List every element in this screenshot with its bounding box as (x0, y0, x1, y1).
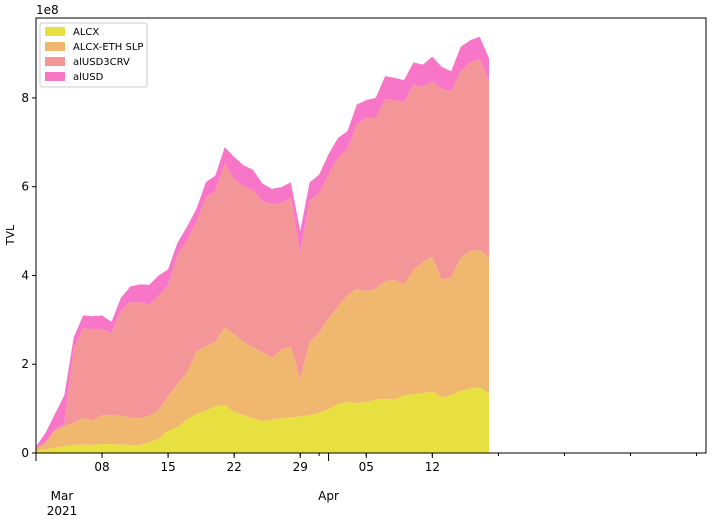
legend-frame (39, 22, 148, 88)
x-month-label: Apr (318, 489, 339, 503)
legend-swatch (45, 42, 65, 51)
area-alusd3crv (36, 58, 489, 449)
legend-swatch (45, 72, 65, 81)
x-year-label: 2021 (47, 504, 78, 518)
x-tick-label: 08 (94, 460, 109, 474)
legend-swatch (45, 57, 65, 66)
y-tick-label: 6 (21, 180, 29, 194)
area-series-group (36, 36, 489, 453)
y-scale-multiplier: 1e8 (36, 3, 59, 17)
y-tick-label: 2 (21, 357, 29, 371)
y-axis: 0 2 4 6 8 (21, 91, 36, 460)
y-tick-label: 0 (21, 446, 29, 460)
y-tick-label: 4 (21, 268, 29, 282)
legend-label: alUSD (73, 72, 104, 83)
x-tick-label: 05 (359, 460, 374, 474)
x-month-label: Mar (51, 489, 74, 503)
legend-label: alUSD3CRV (73, 57, 130, 68)
legend-label: ALCX (73, 27, 99, 38)
x-tick-label: 22 (227, 460, 242, 474)
area-alcx (36, 387, 489, 453)
plot-frame (35, 17, 707, 454)
legend-label: ALCX-ETH SLP (73, 42, 143, 53)
x-tick-label: 12 (425, 460, 440, 474)
area-alcx-eth-slp (36, 249, 489, 451)
y-tick-label: 8 (21, 91, 29, 105)
x-tick-label: 29 (293, 460, 308, 474)
legend: ALCX ALCX-ETH SLP alUSD3CRV alUSD (39, 22, 148, 88)
area-alusd (36, 36, 489, 448)
x-tick-label: 15 (160, 460, 175, 474)
legend-swatch (45, 27, 65, 36)
y-axis-title: TVL (4, 224, 17, 246)
